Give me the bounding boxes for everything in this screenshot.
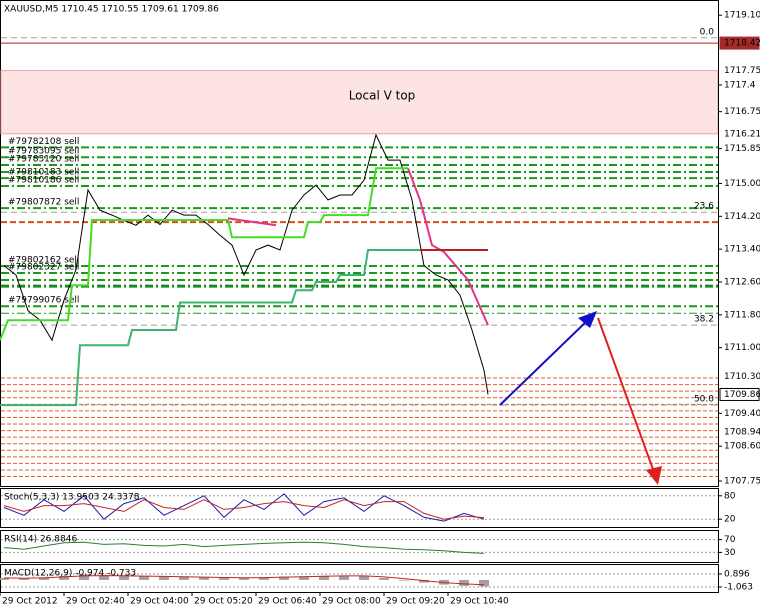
histogram-bar: [339, 575, 349, 580]
price-label-box: [719, 127, 760, 141]
y-tick-label: 1713.40: [724, 245, 760, 255]
y-tick-label: 30: [724, 548, 736, 558]
order-label: #79783095 sell: [8, 147, 79, 157]
histogram-bar: [39, 577, 49, 580]
histogram-bar: [359, 575, 369, 580]
series-line: [3, 493, 485, 522]
histogram-bar: [459, 579, 469, 586]
histogram-bar: [379, 577, 389, 580]
y-tick-label: 1711.80: [724, 310, 760, 320]
series-line: [3, 575, 485, 586]
annotation: Local V top: [349, 89, 416, 103]
histogram-bar: [19, 578, 29, 580]
price-label: 1718.42: [724, 39, 760, 49]
series-line: [3, 541, 485, 554]
series-line: [3, 133, 489, 395]
y-tick-label: 20: [724, 515, 736, 525]
histogram-bar: [419, 579, 429, 583]
panel-title: XAUUSD,M5 1710.45 1710.55 1709.61 1709.8…: [4, 5, 219, 15]
x-tick-label: 29 Oct 05:20: [194, 597, 253, 607]
blue-arrow-head: [578, 311, 597, 328]
order-label: #79799076 sell: [8, 296, 79, 306]
price-label-box: [719, 36, 760, 50]
histogram-bar: [139, 576, 149, 580]
fibo-label: 50.0: [694, 395, 714, 405]
histogram-bar: [179, 576, 189, 580]
order-label: #79783120 sell: [8, 155, 79, 165]
histogram-bar: [99, 575, 109, 580]
histogram-bar: [239, 577, 249, 580]
order-label: #79807872 sell: [8, 198, 79, 208]
price-label: 1716.21: [724, 129, 760, 139]
order-label: #79802162 sell: [8, 255, 79, 265]
y-tick-label: 1719.10: [724, 11, 760, 21]
y-tick-label: 1715.85: [724, 144, 760, 154]
histogram-bar: [299, 576, 309, 580]
x-tick-label: 29 Oct 06:40: [258, 597, 317, 607]
histogram-bar: [59, 575, 69, 580]
series-line: [3, 499, 485, 520]
x-tick-label: 29 Oct 2012: [2, 597, 58, 607]
y-tick-label: 1717.4: [724, 80, 756, 90]
series-line: [0, 249, 420, 407]
y-tick-label: 1708.60: [724, 442, 760, 452]
order-label: #79810186 sell: [8, 175, 79, 185]
zone: [0, 70, 719, 135]
y-tick-label: 1712.60: [724, 277, 760, 287]
panel-title: MACD(12,26,9) -0.974 -0.733: [4, 569, 136, 579]
histogram-bar: [0, 577, 9, 580]
red-arrow: [597, 317, 655, 473]
price-label: 1709.86: [724, 390, 760, 400]
price-label-box: [719, 369, 760, 383]
y-tick-label: 70: [724, 535, 736, 545]
histogram-bar: [319, 575, 329, 580]
x-tick-label: 29 Oct 08:00: [322, 597, 381, 607]
x-tick-label: 29 Oct 10:40: [450, 597, 509, 607]
y-tick-label: -1.063: [724, 582, 753, 592]
price-label-box: [719, 387, 760, 401]
panel-title: RSI(14) 26.8846: [4, 535, 77, 545]
red-arrow-head: [646, 466, 662, 485]
x-tick-label: 29 Oct 04:00: [130, 597, 189, 607]
x-tick-label: 29 Oct 02:40: [66, 597, 125, 607]
order-label: #79810183 sell: [8, 168, 79, 178]
histogram-bar: [159, 576, 169, 580]
y-tick-label: 1707.75: [724, 477, 760, 487]
histogram-bar: [219, 577, 229, 580]
histogram-bar: [79, 574, 89, 580]
y-tick-label: 1711.00: [724, 343, 760, 353]
price-label: 1710.30: [724, 372, 760, 382]
y-tick-label: 1709.40: [724, 409, 760, 419]
histogram-bar: [279, 576, 289, 580]
order-label: #79802327 sell: [8, 262, 79, 272]
price-label: 1717.75: [724, 66, 760, 76]
order-label: #79782108 sell: [8, 137, 79, 147]
histogram-bar: [199, 577, 209, 580]
fibo-label: 0.0: [700, 27, 715, 37]
y-tick-label: 0.896: [724, 569, 750, 579]
histogram-bar: [259, 577, 269, 580]
y-tick-label: 80: [724, 491, 736, 501]
series-line: [227, 167, 489, 326]
histogram-bar: [479, 579, 489, 587]
y-tick-label: 1714.20: [724, 212, 760, 222]
blue-arrow: [499, 317, 591, 406]
y-tick-label: 1715.00: [724, 179, 760, 189]
price-label-box: [719, 64, 760, 78]
price-label: 1708.94: [724, 428, 760, 438]
price-label-box: [719, 425, 760, 439]
histogram-bar: [119, 575, 129, 580]
fibo-label: 38.2: [694, 315, 714, 325]
panel-title: Stoch(5,3,3) 13.9503 24.3378: [4, 493, 140, 503]
series-line: [0, 167, 408, 341]
y-tick-label: 1716.75: [724, 107, 760, 117]
fibo-label: 23.6: [694, 202, 714, 212]
x-tick-label: 29 Oct 09:20: [386, 597, 445, 607]
histogram-bar: [399, 579, 409, 581]
